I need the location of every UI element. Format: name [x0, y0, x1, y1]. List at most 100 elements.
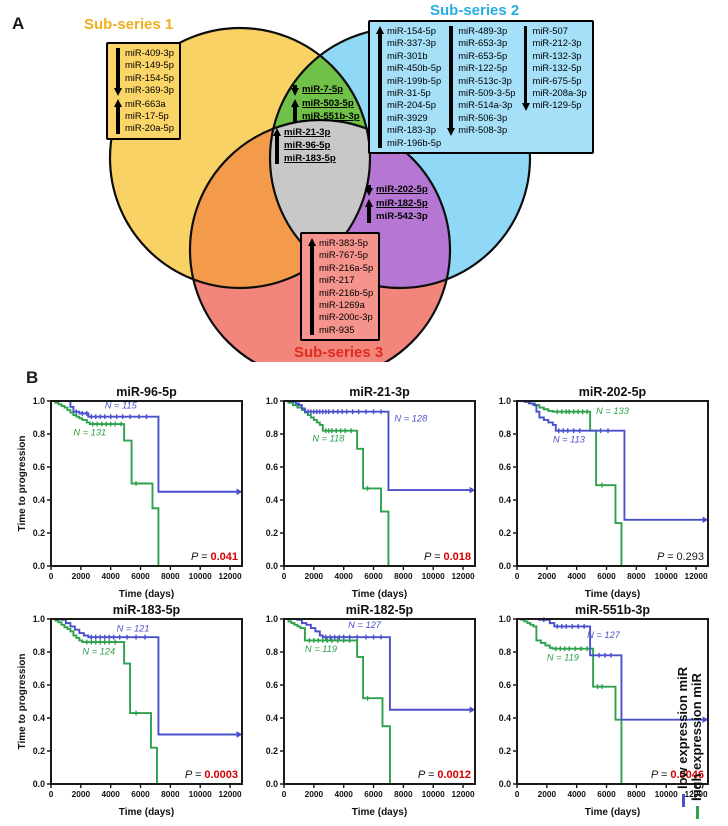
- legend-dash-low-icon: [681, 794, 686, 807]
- x-tick-label: 4000: [334, 571, 353, 581]
- plot-frame: [516, 618, 709, 785]
- mirna-item: miR-450b-5p: [387, 62, 442, 74]
- p-prefix: P =: [185, 769, 204, 781]
- mirna-item: miR-301b: [387, 49, 428, 61]
- x-tick-label: 6000: [131, 571, 150, 581]
- n-label-high: N = 119: [547, 652, 579, 662]
- arrow-shaft: [275, 136, 279, 165]
- x-tick-label: 10000: [422, 571, 445, 581]
- mirna-item: miR-509-3-5p: [458, 87, 516, 99]
- survival-curve-high: [51, 618, 158, 784]
- km-chart-miR-183-5p: miR-183-5p 0 2000 4000 6000 8000 10000 12000 Tim…: [17, 603, 243, 818]
- mirna-group: miR-202-5p: [364, 184, 428, 197]
- venn-set3-outline: [188, 118, 452, 362]
- subseries-1-label: Sub-series 1: [84, 16, 174, 33]
- n-label-high: N = 118: [312, 433, 345, 443]
- panel-a: A Sub-series 1 Sub-series 2 Sub-series 3…: [0, 0, 728, 362]
- x-tick-label: 10000: [189, 789, 212, 799]
- legend-item-high: high expression miR: [689, 673, 704, 819]
- censor-marks-low: [323, 634, 384, 640]
- up-arrow-icon: [113, 98, 123, 135]
- mirna-group: miR-409-3p miR-149-5p miR-154-5p miR-369-3p: [113, 47, 174, 97]
- mirna-item: miR-542-3p: [376, 210, 428, 222]
- y-tick-label: 1.0: [266, 396, 278, 406]
- mirna-item: miR-208a-3p: [532, 87, 587, 99]
- arrow-cap-low: [702, 516, 709, 523]
- arrow-head: [114, 87, 122, 96]
- y-tick-label: 0.6: [499, 680, 511, 690]
- y-tick-label: 0.2: [499, 528, 511, 538]
- x-tick-label: 6000: [597, 571, 616, 581]
- x-tick-label: 10000: [655, 789, 678, 799]
- n-label-low: N = 127: [348, 620, 382, 630]
- mirna-item: miR-1269a: [319, 299, 365, 311]
- p-number: 0.293: [676, 551, 704, 563]
- y-tick-label: 0.0: [33, 779, 45, 789]
- x-tick-label: 8000: [627, 571, 646, 581]
- y-tick-label: 0.4: [266, 713, 278, 723]
- arrow-shaft: [116, 106, 120, 134]
- x-tick-label: 8000: [161, 571, 180, 581]
- mirna-item: miR-935: [319, 323, 355, 335]
- x-tick-label: 0: [49, 571, 54, 581]
- plot-frame: [516, 400, 709, 567]
- censor-marks-high: [554, 409, 605, 488]
- arrow-shaft: [367, 185, 371, 188]
- up-arrow-icon: [375, 25, 385, 149]
- mirna-item: miR-513c-3p: [458, 74, 512, 86]
- y-tick-label: 0.4: [33, 713, 45, 723]
- y-tick-label: 0.0: [33, 561, 45, 571]
- up-arrow-icon: [290, 98, 300, 124]
- x-tick-label: 10000: [189, 571, 212, 581]
- arrow-shaft: [310, 246, 314, 336]
- p-number: 0.0046: [670, 769, 704, 781]
- n-label-low: N = 127: [587, 630, 621, 640]
- y-tick-label: 0.4: [266, 495, 278, 505]
- km-chart-miR-551b-3p: miR-551b-3p 0 2000 4000 6000 8000 10000 12000 Ti…: [499, 603, 709, 818]
- mirna-item: miR-503-5p: [302, 98, 354, 109]
- mirna-item: miR-767-5p: [319, 249, 368, 261]
- censor-marks-low: [556, 428, 611, 434]
- p-value: P = 0.0012: [418, 769, 471, 781]
- y-tick-label: 0.2: [33, 528, 45, 538]
- mirna-item: miR-514a-3p: [458, 99, 513, 111]
- survival-curve-low: [51, 618, 238, 736]
- mirna-group: miR-182-5p miR-542-3p: [364, 198, 428, 224]
- mirna-item: miR-199b-5p: [387, 74, 442, 86]
- legend-item-low: low expression miR: [675, 667, 690, 807]
- y-tick-label: 0.2: [266, 746, 278, 756]
- n-label-high: N = 133: [596, 406, 630, 416]
- legend-dash-high-icon: [695, 806, 700, 819]
- mirna-item: miR-383-5p: [319, 237, 368, 248]
- x-tick-label: 6000: [364, 789, 383, 799]
- arrow-head: [447, 127, 456, 136]
- mirna-item: miR-21-3p: [284, 127, 331, 138]
- x-tick-label: 12000: [452, 571, 475, 581]
- overlap-1-2-mirna-list: miR-7-5p miR-503-5p miR-551b-3p: [290, 84, 360, 124]
- p-number: 0.041: [210, 551, 238, 563]
- km-chart-miR-96-5p: miR-96-5p 0 2000 4000 6000 8000 10000 12000 Time…: [17, 385, 243, 600]
- down-arrow-icon: [290, 84, 300, 97]
- x-tick-label: 0: [515, 571, 520, 581]
- legend-label-low: low expression miR: [675, 666, 690, 789]
- y-axis: 0.0 0.2 0.4 0.6 0.8 1.0: [499, 396, 517, 571]
- n-label-low: N = 128: [394, 414, 428, 424]
- arrow-cap-low: [469, 706, 476, 713]
- x-tick-label: 0: [282, 571, 287, 581]
- y-tick-label: 1.0: [33, 396, 45, 406]
- x-tick-label: 8000: [394, 571, 413, 581]
- mirna-item: miR-653-5p: [458, 49, 508, 61]
- survival-curve-low: [51, 400, 238, 493]
- chart-title: miR-183-5p: [113, 603, 181, 617]
- p-number: 0.0012: [437, 769, 471, 781]
- mirna-item: miR-183-3p: [387, 124, 436, 136]
- mirna-item: miR-337-3p: [387, 37, 436, 49]
- mirna-item: miR-154-5p: [387, 25, 436, 36]
- mirna-group: miR-7-5p: [290, 84, 360, 97]
- x-axis-title: Time (days): [585, 589, 640, 600]
- y-tick-label: 0.4: [499, 495, 511, 505]
- p-value: P = 0.018: [424, 551, 471, 563]
- y-tick-label: 0.2: [266, 528, 278, 538]
- y-axis: 0.0 0.2 0.4 0.6 0.8 1.0: [33, 614, 51, 789]
- arrow-shaft: [293, 85, 297, 88]
